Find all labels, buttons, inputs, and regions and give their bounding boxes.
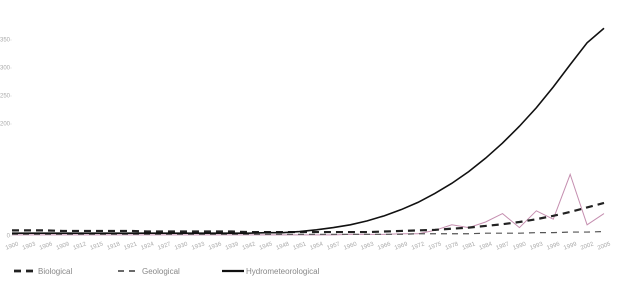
x-tick-label: 1918 (106, 241, 121, 251)
legend-label: Geological (142, 267, 180, 276)
x-tick-label: 1957 (326, 241, 341, 251)
x-tick-label: 1933 (191, 241, 206, 251)
x-tick-label: 1993 (529, 241, 544, 251)
x-tick-label: 1972 (411, 241, 426, 251)
x-tick-label: 2002 (580, 241, 595, 251)
x-tick-label: 2005 (597, 241, 612, 251)
x-tick-label: 1951 (292, 241, 307, 251)
legend-label: Hydrometeorological (246, 267, 320, 276)
x-tick-label: 1900 (5, 241, 20, 251)
y-tick-label: 200 (0, 122, 11, 128)
x-tick-label: 1930 (174, 241, 189, 251)
x-tick-label: 1903 (22, 241, 37, 251)
x-tick-label: 1999 (563, 241, 578, 251)
series-line (12, 201, 605, 234)
x-tick-label: 1990 (512, 241, 527, 251)
x-tick-label: 1966 (377, 241, 392, 251)
x-tick-label: 1921 (123, 241, 138, 251)
x-tick-label: 1981 (462, 241, 477, 251)
legend: Biological Geological Hydrometeorological (14, 267, 320, 276)
legend-label: Biological (38, 267, 72, 276)
x-tick-label: 1948 (276, 241, 291, 251)
x-tick-label: 1945 (259, 241, 274, 251)
y-tick-label: 350 (0, 38, 11, 44)
x-tick-label: 1984 (478, 241, 493, 251)
x-tick-label: 1939 (225, 241, 240, 251)
x-tick-label: 1978 (445, 241, 460, 251)
x-tick-label: 1975 (428, 241, 443, 251)
series-line (12, 172, 605, 236)
x-tick-label: 1960 (343, 241, 358, 251)
x-tick-label: 1906 (39, 241, 54, 251)
y-tick-label: 300 (0, 66, 11, 72)
y-tick-label: 0 (7, 234, 11, 240)
x-tick-label: 1927 (157, 241, 172, 251)
x-tick-label: 1912 (73, 241, 88, 251)
series-line (12, 27, 605, 234)
x-tick-label: 1996 (546, 241, 561, 251)
x-tick-label: 1987 (495, 241, 510, 251)
y-tick-label: 250 (0, 94, 11, 100)
x-tick-label: 1963 (360, 241, 375, 251)
x-tick-label: 1915 (89, 241, 104, 251)
x-tick-label: 1969 (394, 241, 409, 251)
x-tick-label: 1936 (208, 241, 223, 251)
x-tick-label: 1954 (309, 241, 324, 251)
x-tick-label: 1909 (56, 241, 71, 251)
x-tick-label: 1924 (140, 241, 155, 251)
x-tick-label: 1942 (242, 241, 257, 251)
